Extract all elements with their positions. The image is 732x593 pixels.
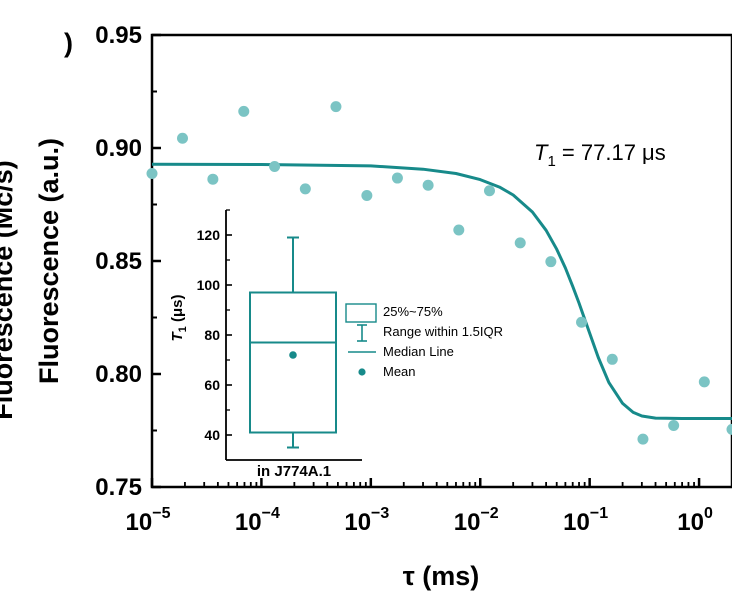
- x-tick-label: 10−4: [235, 505, 280, 536]
- data-point: [269, 161, 281, 173]
- data-point: [606, 353, 618, 365]
- data-point: [391, 172, 403, 184]
- data-point: [545, 256, 557, 268]
- x-axis-title: τ (ms): [403, 561, 480, 591]
- data-point: [146, 168, 158, 180]
- legend-label-range: Range within 1.5IQR: [383, 324, 503, 339]
- iqr-box: [249, 291, 337, 434]
- legend-swatch-range: [357, 324, 367, 342]
- x-tick-label: 10−2: [454, 505, 499, 536]
- legend-label-iqr: 25%~75%: [383, 304, 443, 319]
- panel-label-fragment: ): [64, 28, 73, 58]
- inset-y-tick-label: 60: [204, 377, 220, 393]
- data-point: [668, 420, 680, 432]
- y-tick-label: 0.80: [95, 361, 142, 388]
- y-tick-label: 0.85: [95, 248, 142, 275]
- legend-swatch-iqr: [345, 303, 377, 323]
- legend-label-median: Median Line: [383, 344, 454, 359]
- y-axis: 0.75 0.80 0.85 0.90 0.95: [95, 22, 161, 501]
- y-tick-label: 0.95: [95, 22, 142, 49]
- fit-curve: [151, 162, 732, 420]
- y-tick-label: 0.90: [95, 135, 142, 162]
- inset-y-tick-label: 80: [204, 327, 220, 343]
- inset-y-ticks: 40 60 80 100 120: [197, 209, 232, 443]
- data-point: [698, 376, 710, 388]
- box-glyph: [249, 236, 337, 449]
- data-point: [330, 101, 342, 113]
- data-point: [207, 173, 219, 185]
- inset-y-axis-title: T1 (μs): [169, 295, 189, 342]
- data-point: [726, 423, 732, 435]
- data-point: [299, 183, 311, 195]
- cropped-ylabel: Fluorescence (Mc/s): [0, 160, 18, 420]
- data-point: [453, 224, 465, 236]
- data-point: [514, 237, 526, 249]
- y-axis-title: Fluorescence (a.u.): [34, 138, 64, 384]
- t1-annotation: T1 = 77.17 μs: [534, 140, 666, 170]
- y-tick-label: 0.75: [95, 474, 142, 501]
- plot-frame: [150, 33, 732, 489]
- inset-box-plot: 40 60 80 100 120 T1 (μs) in J774A.1 25%~75% …: [169, 209, 503, 480]
- x-tick-label: 10−5: [126, 505, 171, 536]
- legend-label-mean: Mean: [383, 364, 416, 379]
- fit-layer: [151, 162, 732, 420]
- inset-y-tick-label: 40: [204, 427, 220, 443]
- data-point: [238, 105, 250, 117]
- data-point: [637, 433, 649, 445]
- data-points: [146, 101, 732, 445]
- legend-swatch-mean: [358, 368, 366, 376]
- data-point: [422, 179, 434, 191]
- inset-legend: 25%~75% Range within 1.5IQR Median Line …: [345, 303, 503, 379]
- x-axis: 10−5 10−4 10−3 10−2 10−1 100: [126, 478, 732, 536]
- inset-y-tick-label: 120: [197, 227, 221, 243]
- inset-y-tick-label: 100: [197, 277, 221, 293]
- x-tick-label: 100: [677, 505, 713, 536]
- data-point: [483, 185, 495, 197]
- data-point: [361, 189, 373, 201]
- data-point: [176, 132, 188, 144]
- mean-point: [289, 351, 297, 359]
- data-point: [576, 316, 588, 328]
- inset-category-label: in J774A.1: [257, 463, 331, 480]
- x-tick-label: 10−3: [344, 505, 389, 536]
- x-tick-label: 10−1: [563, 505, 608, 536]
